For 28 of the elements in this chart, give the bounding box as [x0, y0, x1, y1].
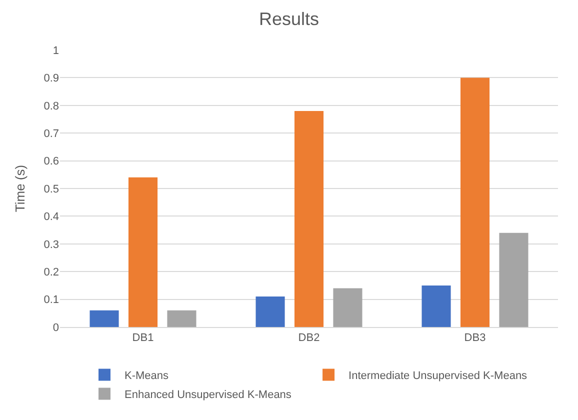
- legend-label: K-Means: [124, 370, 170, 382]
- bar: [422, 285, 451, 327]
- bar: [128, 177, 158, 327]
- y-tick-label: 0: [52, 322, 59, 334]
- y-axis-title: Time (s): [12, 164, 28, 212]
- chart-title: Results: [258, 9, 320, 30]
- bar: [167, 310, 196, 327]
- bar: [294, 110, 324, 327]
- y-tick-label: 0.9: [44, 72, 59, 85]
- bar: [90, 310, 119, 327]
- y-tick-label: 1: [52, 44, 59, 57]
- bar: [333, 288, 362, 327]
- y-tick-label: 0.6: [44, 156, 59, 168]
- legend-label: Enhanced Unsupervised K-Means: [124, 389, 292, 402]
- x-tick-label: DB1: [132, 332, 154, 344]
- y-tick-label: 0.8: [44, 100, 59, 112]
- y-tick-label: 0.5: [44, 183, 59, 196]
- y-tick-label: 0.2: [44, 266, 59, 278]
- y-tick-label: 0.4: [44, 211, 59, 224]
- legend-label: Intermediate Unsupervised K-Means: [348, 370, 528, 382]
- bar: [256, 296, 285, 327]
- y-tick-label: 0.1: [44, 294, 59, 306]
- bar: [460, 78, 490, 327]
- x-tick-label: DB3: [464, 332, 486, 344]
- x-tick-label: DB2: [298, 332, 320, 344]
- y-tick-label: 0.7: [44, 128, 59, 140]
- y-tick-label: 0.3: [44, 238, 59, 251]
- bar: [499, 232, 528, 327]
